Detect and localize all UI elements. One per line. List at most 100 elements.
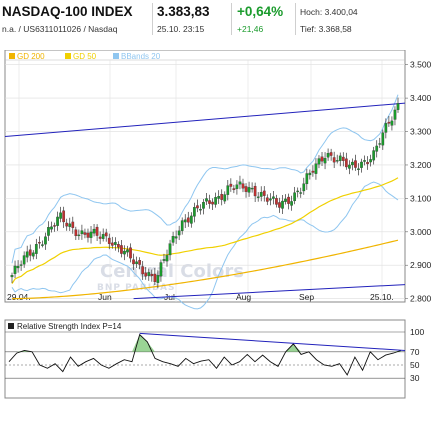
candle-body [202, 202, 205, 209]
legend-label: BBands 20 [121, 52, 161, 61]
candle [135, 256, 138, 269]
rsi-tick-label: 50 [410, 360, 420, 370]
candle-body [159, 262, 163, 277]
candle [153, 267, 157, 286]
candle-body [341, 156, 345, 161]
rsi-title: Relative Strength Index P=14 [17, 322, 122, 331]
candle-body [384, 123, 388, 133]
candle-body [256, 196, 260, 198]
candle-body [241, 183, 245, 189]
candle [168, 239, 172, 261]
candle [351, 158, 354, 171]
trendline-upper [4, 102, 406, 138]
candle [138, 257, 142, 270]
candle-body [120, 245, 123, 254]
candle [53, 222, 56, 232]
candle [177, 225, 181, 241]
candle [120, 239, 123, 258]
candle [186, 211, 190, 227]
rsi-line [8, 333, 402, 376]
candle [268, 193, 272, 206]
ma50-line [11, 177, 399, 284]
candle [387, 116, 391, 127]
candle [396, 97, 400, 113]
candle-body [165, 255, 169, 262]
candle [302, 177, 306, 195]
candle-body [393, 109, 397, 120]
legend-swatch [9, 53, 15, 59]
candle-body [132, 259, 135, 265]
y-tick-label: 3.300 [410, 127, 432, 137]
candle [117, 241, 120, 253]
candle-body [372, 150, 376, 161]
candle-body [10, 275, 14, 278]
candle-body [305, 173, 309, 185]
candle [56, 211, 59, 231]
candle [287, 193, 290, 210]
candle-body [193, 207, 196, 217]
candle [208, 194, 211, 209]
candle-body [44, 236, 47, 245]
candle-body [183, 219, 187, 223]
candle-body [299, 192, 303, 194]
header-divider [295, 3, 296, 35]
candle-body [162, 259, 166, 261]
candle [338, 152, 342, 167]
x-tick-label: 29.04. [7, 292, 31, 302]
candle [293, 186, 297, 205]
candle [171, 231, 175, 246]
candle-body [332, 157, 336, 163]
candle [65, 218, 69, 231]
candle-body [126, 249, 129, 253]
candle [174, 230, 178, 245]
candle-body [174, 236, 178, 239]
candle-body [232, 188, 236, 191]
candle [378, 137, 382, 149]
candle-body [41, 244, 44, 246]
change-absolute: +21,46 [237, 24, 264, 34]
candle-body [113, 242, 117, 245]
candle-body [272, 196, 275, 199]
candle-body [375, 145, 379, 152]
candle [244, 183, 248, 198]
candle-body [56, 216, 59, 226]
rsi-tick-label: 70 [410, 347, 420, 357]
candle [323, 152, 327, 170]
candle-body [129, 247, 132, 259]
candle-body [16, 265, 20, 269]
chart-area: GD 200 GD 50 BBands 20 Central Colors BNP PA… [0, 50, 436, 399]
candle-body [77, 234, 81, 237]
candle-body [59, 212, 62, 219]
candle-body [326, 153, 330, 158]
rsi-legend-swatch [8, 323, 14, 329]
candle [296, 187, 300, 198]
candle-body [22, 255, 26, 265]
legend-label: GD 50 [73, 52, 97, 61]
candle [183, 214, 187, 229]
candle [202, 199, 205, 215]
candle [22, 251, 26, 268]
candle-body [95, 226, 99, 236]
candle [156, 270, 160, 289]
candle-body [214, 197, 217, 205]
x-tick-label: Aug [236, 292, 251, 302]
instrument-title: NASDAQ-100 INDEX [2, 4, 133, 19]
candle-body [74, 229, 78, 237]
candle-body [344, 158, 348, 168]
legend-swatch [65, 53, 71, 59]
candle [229, 178, 233, 192]
candle-body [287, 196, 290, 204]
candle [98, 231, 102, 245]
x-tick-label: Sep [299, 292, 314, 302]
candle-body [34, 244, 38, 254]
candle [10, 272, 14, 283]
candle [165, 249, 169, 267]
candle [89, 225, 93, 244]
candle [332, 151, 336, 169]
candle [41, 240, 44, 248]
candle-body [28, 249, 32, 256]
candle-body [247, 187, 251, 193]
candle [238, 175, 242, 190]
candle [162, 253, 166, 264]
